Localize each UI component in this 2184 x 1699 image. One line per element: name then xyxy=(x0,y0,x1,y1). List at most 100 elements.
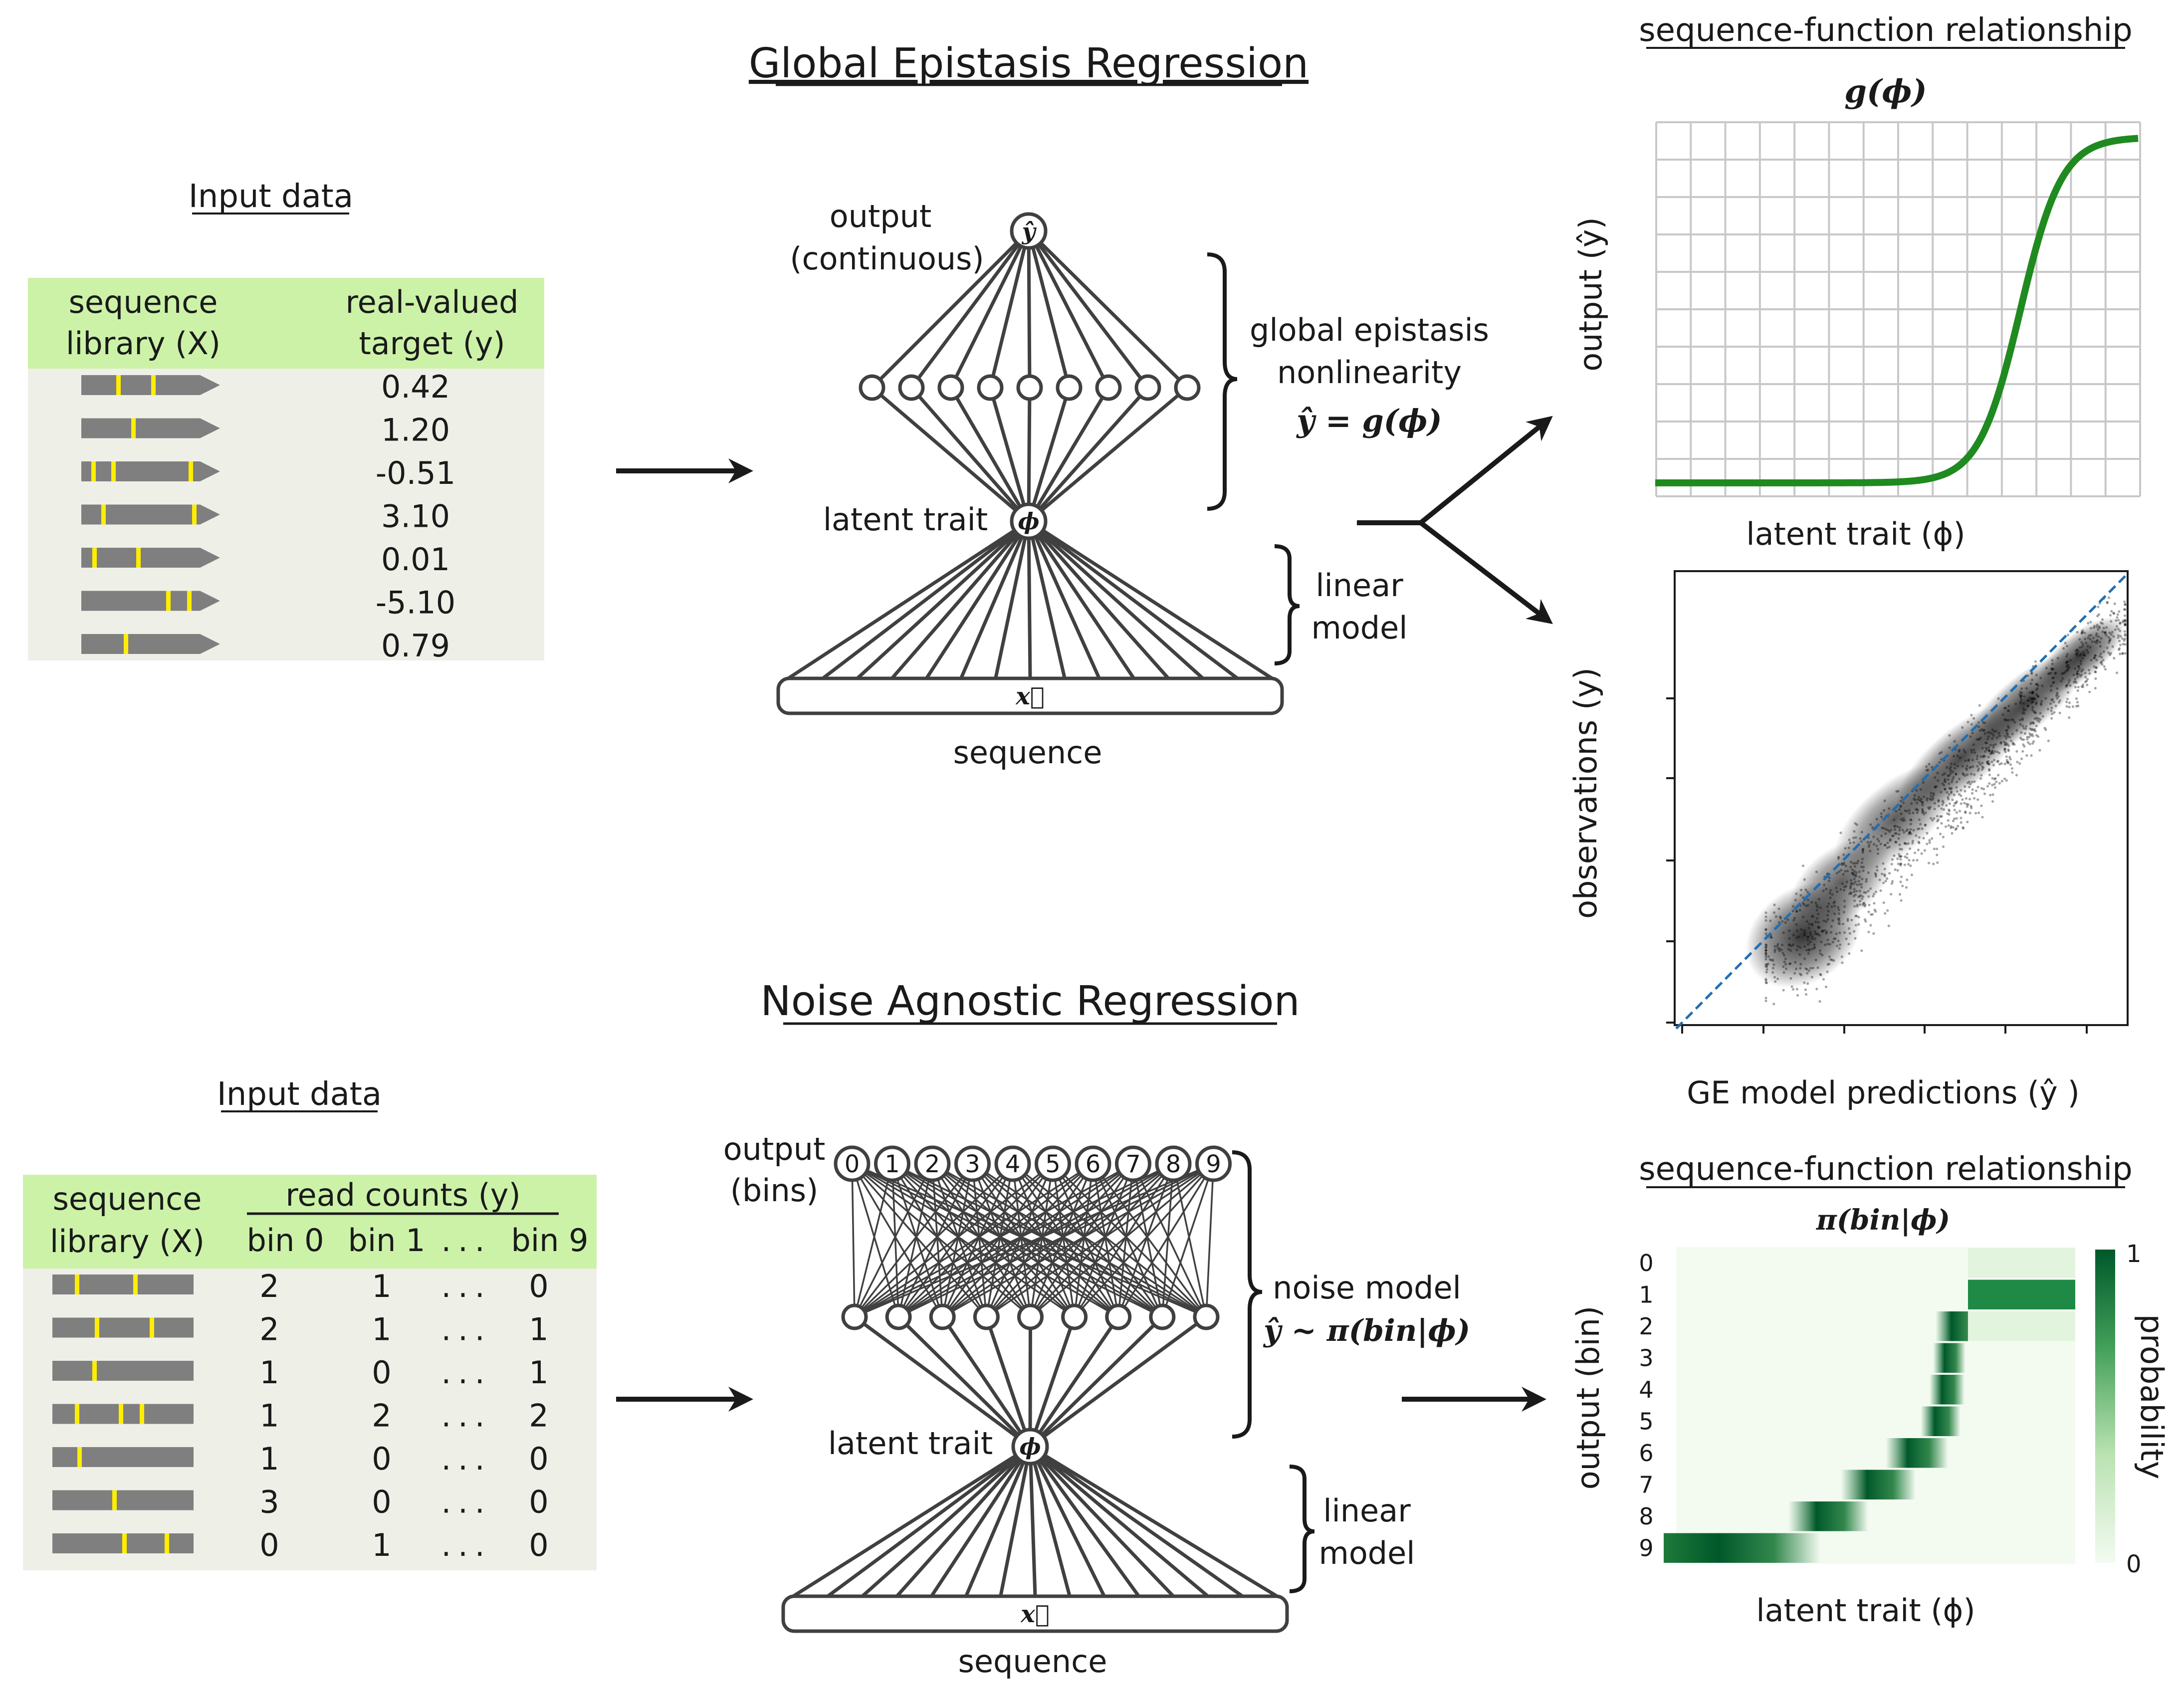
scatter-point xyxy=(1950,791,1953,795)
scatter-point xyxy=(1817,921,1820,924)
scatter-point xyxy=(1791,905,1795,908)
scatter-point xyxy=(1944,780,1947,784)
scatter-point xyxy=(1842,873,1845,876)
scatter-point xyxy=(2021,750,2024,753)
scatter-point xyxy=(2094,687,2097,690)
heatmap-ytick: 6 xyxy=(1639,1440,1653,1467)
scatter-point xyxy=(1844,870,1847,873)
scatter-point xyxy=(2094,654,2097,657)
scatter-point xyxy=(1795,988,1798,991)
scatter-point xyxy=(1809,940,1812,943)
scatter-point xyxy=(1958,793,1961,796)
scatter-point xyxy=(2098,625,2101,628)
scatter-point xyxy=(1931,766,1934,769)
bottom-bin9-header: bin 9 xyxy=(511,1222,588,1259)
scatter-point xyxy=(2124,603,2127,606)
scatter-point xyxy=(1837,855,1840,858)
count-value: 0 xyxy=(259,1527,279,1563)
output-node xyxy=(1195,1145,1232,1182)
scatter-point xyxy=(2007,719,2010,722)
hidden-node xyxy=(977,374,1004,401)
scatter-point xyxy=(1793,916,1796,919)
scatter-point xyxy=(1807,952,1810,955)
scatter-point xyxy=(1788,943,1791,946)
scatter-point xyxy=(2005,719,2008,722)
scatter-point xyxy=(2018,693,2021,696)
scatter-point xyxy=(2013,743,2016,746)
scatter-point xyxy=(2003,762,2006,766)
scatter-point xyxy=(1970,792,1974,795)
scatter-point xyxy=(1882,881,1885,884)
scatter-point xyxy=(1848,932,1851,935)
scatter-point xyxy=(1776,947,1779,950)
scatter-point xyxy=(2006,733,2009,736)
scatter-point xyxy=(2066,660,2069,663)
output-node-label: 4 xyxy=(1005,1150,1021,1178)
scatter-point xyxy=(1979,755,1982,758)
scatter-point xyxy=(1788,962,1791,965)
scatter-point xyxy=(1821,929,1824,932)
scatter-point xyxy=(1853,905,1856,908)
scatter-point xyxy=(1918,796,1921,799)
scatter-point xyxy=(1955,772,1958,775)
scatter-point xyxy=(2088,690,2091,693)
scatter-point xyxy=(2022,743,2025,746)
scatter-point xyxy=(1771,967,1774,970)
scatter-point xyxy=(1803,929,1806,932)
scatter-point xyxy=(1980,768,1983,771)
scatter-point xyxy=(1947,774,1950,777)
scatter-point xyxy=(2000,780,2003,783)
scatter-point xyxy=(1868,843,1871,846)
scatter-point xyxy=(2123,608,2126,611)
scatter-point xyxy=(2004,750,2007,753)
scatter-point xyxy=(2110,610,2113,613)
scatter-point xyxy=(1854,822,1857,825)
scatter-point xyxy=(1980,728,1983,731)
scatter-point xyxy=(1861,877,1864,880)
scatter-point xyxy=(1784,963,1787,966)
scatter-point xyxy=(1860,886,1863,889)
scatter-point xyxy=(2119,622,2122,625)
scatter-point xyxy=(1948,793,1951,796)
scatter-point xyxy=(1764,952,1767,955)
scatter-point xyxy=(2118,647,2121,650)
scatter-point xyxy=(1962,772,1965,775)
scatter-point xyxy=(1839,832,1842,835)
scatter-point xyxy=(2124,623,2127,626)
scatter-point xyxy=(1852,841,1855,844)
scatter-point xyxy=(2005,779,2008,782)
scatter-point xyxy=(1883,874,1886,877)
scatter-point xyxy=(1956,790,1959,793)
scatter-point xyxy=(1764,958,1767,961)
scatter-point xyxy=(2080,641,2083,644)
scatter-point xyxy=(2030,721,2033,724)
scatter-point xyxy=(2022,709,2025,712)
sigmoid-grid xyxy=(1655,121,2141,497)
count-value: ... xyxy=(441,1354,491,1391)
scatter-point xyxy=(1810,937,1813,940)
scatter-point xyxy=(1846,917,1849,921)
scatter-point xyxy=(2066,697,2069,700)
scatter-point xyxy=(1923,795,1926,798)
scatter-point xyxy=(1989,752,1992,755)
scatter-point xyxy=(1963,802,1966,805)
scatter-point xyxy=(2094,654,2097,657)
scatter-point xyxy=(1967,780,1971,783)
scatter-point xyxy=(2107,636,2110,639)
scatter-point xyxy=(2124,619,2127,622)
scatter-ticks xyxy=(1666,697,2088,1034)
scatter-point xyxy=(1978,738,1981,741)
scatter-point xyxy=(1847,847,1850,850)
scatter-point xyxy=(2124,624,2127,627)
hidden-node xyxy=(1149,1303,1176,1330)
scatter-point xyxy=(2113,612,2116,615)
scatter-point xyxy=(1885,828,1888,831)
scatter-point xyxy=(1863,905,1866,908)
scatter-point xyxy=(1887,829,1890,832)
scatter-point xyxy=(1800,973,1803,977)
scatter-point xyxy=(1899,864,1902,867)
output-node-label: 1 xyxy=(884,1150,900,1178)
scatter-point xyxy=(2099,645,2102,648)
mutation-mark xyxy=(124,634,128,654)
